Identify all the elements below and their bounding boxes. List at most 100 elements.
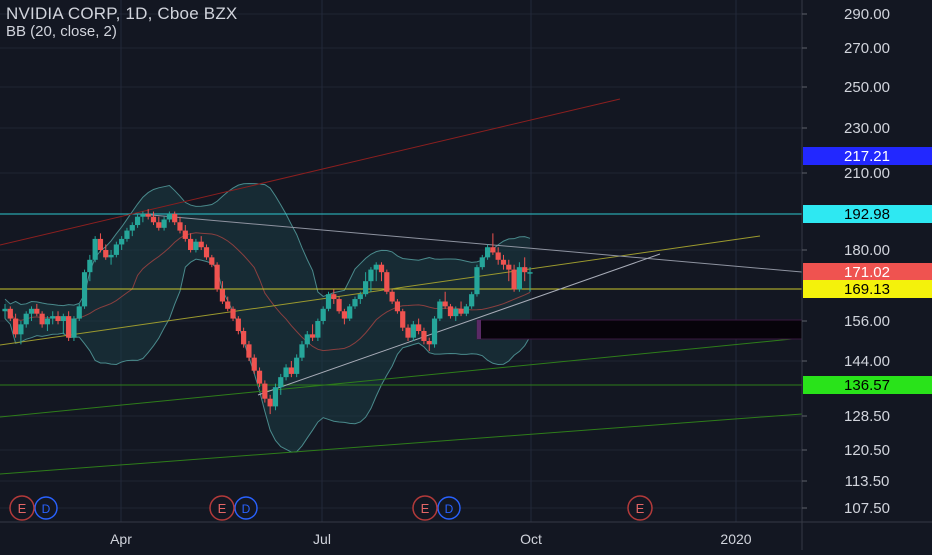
candle-body xyxy=(437,301,443,319)
candle-body xyxy=(214,264,220,290)
candle-body xyxy=(373,264,379,270)
candle-body xyxy=(18,324,24,335)
dividend-marker-label: D xyxy=(445,502,454,516)
candle-body xyxy=(304,334,310,345)
price-tick-label: 128.50 xyxy=(844,408,890,425)
candle-body xyxy=(44,318,51,325)
red-channel-line xyxy=(0,98,621,246)
candle-body xyxy=(76,306,82,319)
candle-body xyxy=(203,247,210,258)
candle-body xyxy=(108,254,114,258)
candle-body xyxy=(378,264,385,273)
candle-body xyxy=(177,222,183,231)
earnings-marker-label: E xyxy=(636,501,645,516)
green-trendline-upper xyxy=(0,337,803,418)
shaded-zone-edge xyxy=(477,320,481,339)
time-axis: Apr Jul Oct 2020 xyxy=(110,531,752,547)
price-marker-label: 171.02 xyxy=(844,264,890,281)
candle-body xyxy=(124,230,130,239)
indicator-title[interactable]: BB (20, close, 2) xyxy=(6,23,117,40)
candle-body xyxy=(60,316,66,321)
candle-body xyxy=(421,331,427,341)
bollinger-basis xyxy=(4,232,531,352)
candle-body xyxy=(410,324,416,338)
candle-body xyxy=(172,213,178,223)
candle-body xyxy=(336,299,342,312)
candle-body xyxy=(341,311,347,319)
candle-body xyxy=(299,344,305,358)
candle-body xyxy=(166,213,172,220)
candle-body xyxy=(156,222,162,228)
time-tick-label: Oct xyxy=(520,531,542,547)
earnings-marker-label: E xyxy=(18,501,27,516)
candle-body xyxy=(479,257,485,268)
candle-body xyxy=(278,377,284,388)
candle-body xyxy=(469,294,475,307)
candle-body xyxy=(400,311,406,328)
candle-body xyxy=(474,267,480,295)
candle-body xyxy=(7,308,13,319)
price-scale: 290.00 270.00 250.00 230.00 210.00 180.00 156.… xyxy=(802,6,890,517)
candle-body xyxy=(309,334,316,338)
time-tick-label: Jul xyxy=(313,531,331,547)
candle-body xyxy=(140,213,146,217)
price-marker-label: 169.13 xyxy=(844,281,890,298)
candle-body xyxy=(352,299,358,307)
candle-body xyxy=(516,267,522,290)
candle-body xyxy=(50,316,56,319)
candle-body xyxy=(161,219,167,228)
candle-body xyxy=(103,250,109,258)
price-marker-label: 217.21 xyxy=(844,148,890,165)
time-tick-label: 2020 xyxy=(720,531,751,547)
candle-body xyxy=(119,238,125,245)
candle-body xyxy=(251,357,257,371)
candle-body xyxy=(66,316,72,338)
bollinger-upper xyxy=(4,182,531,307)
earnings-marker-label: E xyxy=(218,501,227,516)
dividend-marker xyxy=(437,496,461,520)
candle-body xyxy=(315,321,321,338)
price-tick-label: 113.50 xyxy=(845,473,890,490)
candle-body xyxy=(55,316,61,321)
candle-body xyxy=(28,308,35,314)
candle-body xyxy=(235,318,241,331)
candle-body xyxy=(230,308,236,319)
candle-body xyxy=(447,306,454,317)
price-tick-label: 210.00 xyxy=(844,165,890,182)
candle-body xyxy=(431,318,438,345)
candle-body xyxy=(92,238,98,260)
price-marker-bg xyxy=(803,280,932,298)
time-tick-label: Apr xyxy=(110,531,132,547)
candle-body xyxy=(134,216,141,226)
candle-body xyxy=(225,301,231,309)
candle-body xyxy=(150,216,157,223)
price-tick-label: 230.00 xyxy=(844,120,890,137)
candle-body xyxy=(368,269,374,282)
candle-body xyxy=(500,259,507,265)
candle-body xyxy=(81,272,88,307)
symbol-title[interactable]: NVIDIA CORP, 1D, Cboe BZX xyxy=(6,4,238,23)
earnings-marker xyxy=(9,495,35,521)
candle-body xyxy=(113,244,119,255)
gray-support-line xyxy=(257,253,661,396)
price-marker-label: 192.98 xyxy=(844,206,890,223)
candle-body xyxy=(23,313,29,325)
gray-resistance-line xyxy=(139,213,803,273)
bollinger-lower xyxy=(4,258,531,453)
grid xyxy=(0,0,802,522)
candle-body xyxy=(219,289,226,302)
candle-body xyxy=(262,383,268,399)
candle-body xyxy=(363,281,369,295)
price-tick-label: 180.00 xyxy=(844,242,890,259)
earnings-marker xyxy=(412,495,438,521)
price-marker-bg xyxy=(803,376,932,394)
candle-body xyxy=(39,313,45,325)
candle-body xyxy=(426,341,432,345)
candle-body xyxy=(527,272,533,274)
candle-body xyxy=(87,259,93,273)
candle-body xyxy=(458,308,464,314)
earnings-marker-label: E xyxy=(421,501,430,516)
